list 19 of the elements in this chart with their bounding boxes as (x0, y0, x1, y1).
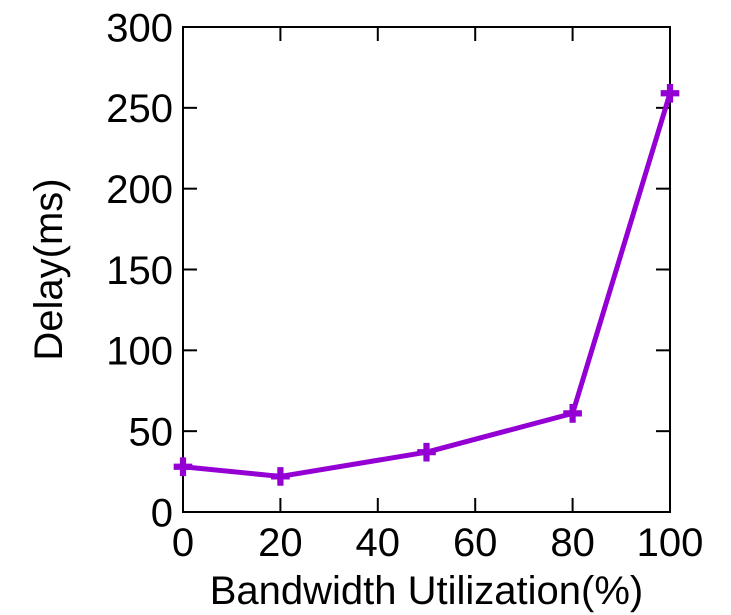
point (563, 404, 582, 423)
y-tick-label: 300 (106, 6, 173, 50)
point (417, 442, 436, 462)
point (660, 84, 680, 103)
y-tick-label: 150 (106, 248, 173, 293)
x-tick-label: 20 (258, 521, 303, 565)
y-tick-label: 100 (106, 330, 173, 374)
y-tick-label: 0 (150, 491, 173, 536)
y-axis-title: Delay(ms) (27, 178, 71, 361)
x-tick-label: 100 (636, 521, 704, 565)
y-tick-label: 200 (106, 168, 173, 212)
point (174, 457, 192, 476)
x-tick-label: 80 (550, 521, 595, 565)
point (271, 467, 290, 486)
y-tick-label: 50 (128, 410, 173, 455)
x-tick-label: 60 (452, 521, 498, 565)
y-tick-label: 250 (106, 87, 173, 132)
x-axis-title: Bandwidth Utilization(%) (210, 569, 644, 613)
x-tick-label: 40 (356, 521, 400, 565)
